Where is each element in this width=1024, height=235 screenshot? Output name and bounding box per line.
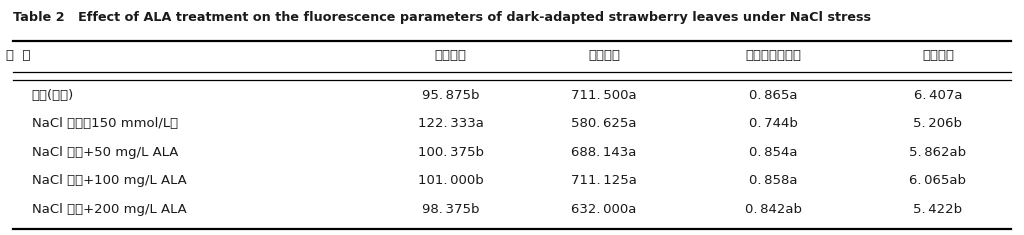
Text: 0. 854a: 0. 854a: [749, 146, 798, 159]
Text: 5. 206b: 5. 206b: [913, 117, 963, 130]
Text: NaCl 胁迫+200 mg/L ALA: NaCl 胁迫+200 mg/L ALA: [32, 203, 186, 215]
Text: 5. 422b: 5. 422b: [913, 203, 963, 215]
Text: 潜在活性: 潜在活性: [922, 49, 954, 63]
Text: 最大荧光: 最大荧光: [588, 49, 621, 63]
Text: 处  理: 处 理: [6, 49, 31, 63]
Text: 0. 744b: 0. 744b: [749, 117, 798, 130]
Text: 6. 065ab: 6. 065ab: [909, 174, 967, 187]
Text: 5. 862ab: 5. 862ab: [909, 146, 967, 159]
Text: 688. 143a: 688. 143a: [571, 146, 637, 159]
Text: 100. 375b: 100. 375b: [418, 146, 483, 159]
Text: NaCl 胁迫（150 mmol/L）: NaCl 胁迫（150 mmol/L）: [32, 117, 178, 130]
Text: 清水(对照): 清水(对照): [32, 89, 74, 102]
Text: 98. 375b: 98. 375b: [422, 203, 479, 215]
Text: 0. 842ab: 0. 842ab: [744, 203, 802, 215]
Text: 0. 865a: 0. 865a: [749, 89, 798, 102]
Text: 101. 000b: 101. 000b: [418, 174, 483, 187]
Text: 初始荧光: 初始荧光: [434, 49, 467, 63]
Text: 122. 333a: 122. 333a: [418, 117, 483, 130]
Text: 95. 875b: 95. 875b: [422, 89, 479, 102]
Text: 最大光化学效率: 最大光化学效率: [745, 49, 801, 63]
Text: Table 2   Effect of ALA treatment on the fluorescence parameters of dark-adapted: Table 2 Effect of ALA treatment on the f…: [13, 11, 871, 24]
Text: 0. 858a: 0. 858a: [749, 174, 798, 187]
Text: NaCl 胁迫+50 mg/L ALA: NaCl 胁迫+50 mg/L ALA: [32, 146, 178, 159]
Text: NaCl 胁迫+100 mg/L ALA: NaCl 胁迫+100 mg/L ALA: [32, 174, 186, 187]
Text: 711. 500a: 711. 500a: [571, 89, 637, 102]
Text: 6. 407a: 6. 407a: [913, 89, 963, 102]
Text: 711. 125a: 711. 125a: [571, 174, 637, 187]
Text: 632. 000a: 632. 000a: [571, 203, 637, 215]
Text: 580. 625a: 580. 625a: [571, 117, 637, 130]
